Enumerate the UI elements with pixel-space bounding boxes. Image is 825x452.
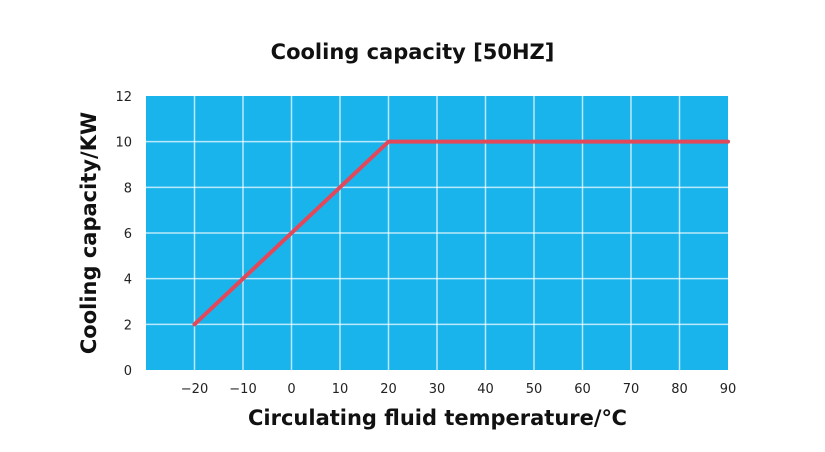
x-tick-label: 20 [380, 382, 397, 397]
y-tick-label: 6 [124, 227, 132, 242]
x-tick-label: 70 [623, 382, 640, 397]
series-line [192, 139, 730, 327]
x-tick-label: 0 [287, 382, 295, 397]
y-tick-label: 2 [124, 318, 132, 333]
y-tick-label: 0 [124, 364, 132, 379]
x-tick-label: 90 [720, 382, 737, 397]
y-tick-label: 4 [124, 273, 132, 288]
x-tick-label: 40 [477, 382, 494, 397]
y-tick-label: 12 [115, 90, 132, 105]
x-tick-label: 10 [332, 382, 349, 397]
x-axis-label: Circulating fluid temperature/℃ [248, 406, 627, 430]
x-tick-label: 60 [574, 382, 591, 397]
x-tick-label: −20 [181, 382, 208, 397]
y-tick-label: 10 [115, 136, 132, 151]
x-tick-label: 30 [429, 382, 446, 397]
x-tick-label: −10 [229, 382, 256, 397]
chart-title: Cooling capacity [50HZ] [270, 40, 555, 64]
x-tick-label: 50 [526, 382, 543, 397]
y-tick-label: 8 [124, 181, 132, 196]
x-tick-label: 80 [671, 382, 688, 397]
